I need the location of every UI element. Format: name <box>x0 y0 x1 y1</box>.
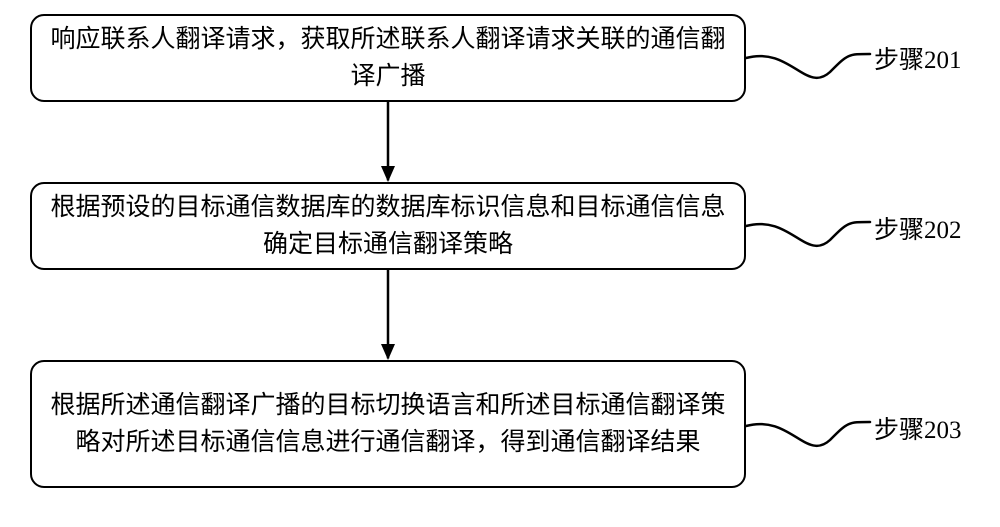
flowchart-node-3: 根据所述通信翻译广播的目标切换语言和所述目标通信翻译策略对所述目标通信信息进行通… <box>30 360 746 488</box>
flowchart-node-3-text: 根据所述通信翻译广播的目标切换语言和所述目标通信翻译策略对所述目标通信信息进行通… <box>50 387 726 462</box>
step-label-201: 步骤201 <box>874 40 962 76</box>
flowchart-node-1: 响应联系人翻译请求，获取所述联系人翻译请求关联的通信翻译广播 <box>30 14 746 102</box>
flowchart-node-2-text: 根据预设的目标通信数据库的数据库标识信息和目标通信信息确定目标通信翻译策略 <box>50 189 726 264</box>
step-label-203: 步骤203 <box>874 410 962 446</box>
flowchart-node-1-text: 响应联系人翻译请求，获取所述联系人翻译请求关联的通信翻译广播 <box>50 21 726 96</box>
flowchart-node-2: 根据预设的目标通信数据库的数据库标识信息和目标通信信息确定目标通信翻译策略 <box>30 182 746 270</box>
flowchart-canvas: 响应联系人翻译请求，获取所述联系人翻译请求关联的通信翻译广播 根据预设的目标通信… <box>0 0 1000 527</box>
step-label-202: 步骤202 <box>874 210 962 246</box>
